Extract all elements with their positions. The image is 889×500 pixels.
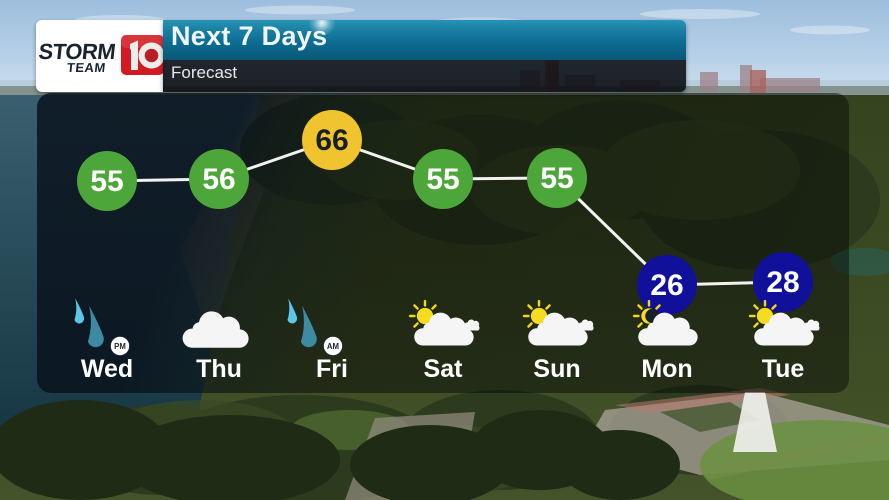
svg-text:TEAM: TEAM bbox=[66, 60, 106, 75]
